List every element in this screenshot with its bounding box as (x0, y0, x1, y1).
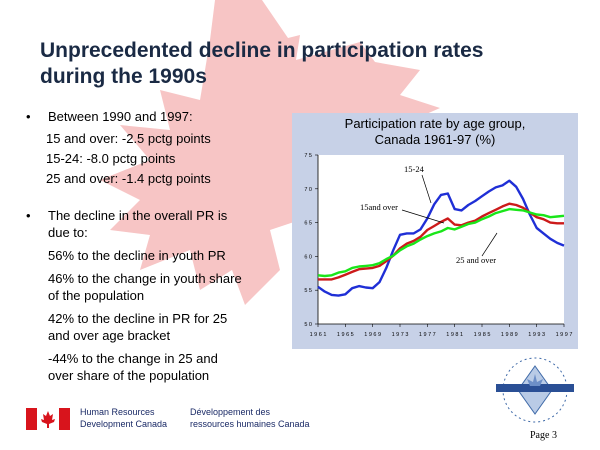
annotation-arrow (401, 209, 445, 224)
annotation-label: 25 and over (456, 255, 496, 265)
y-tick-label: 7 0 (304, 187, 312, 193)
bullet-1-line: 25 and over: -1.4 pctg points (46, 171, 211, 186)
bullet-2-item-cont: over share of the population (48, 368, 210, 383)
bullet-2-item-cont: of the population (48, 288, 145, 303)
bullet-2-heading-line-1: The decline in the overall PR is (48, 208, 228, 223)
x-tick-label: 1 9 6 5 (337, 332, 354, 338)
bullet-2-item: 42% to the decline in PR for 25 (48, 311, 228, 326)
x-tick-label: 1 9 8 5 (474, 332, 491, 338)
dept-en-line-2: Development Canada (80, 419, 168, 429)
emblem-seal-icon (496, 357, 574, 423)
x-tick-label: 1 9 8 9 (501, 332, 518, 338)
y-tick-label: 6 0 (304, 254, 312, 260)
series-line-15-24 (317, 179, 565, 297)
bullet-2-item: -44% to the change in 25 and (48, 351, 218, 366)
y-tick-label: 5 5 (304, 288, 312, 294)
series-line-25-and-over (317, 207, 565, 278)
slide-title: Unprecedented decline in participation r… (40, 38, 580, 90)
x-tick-label: 1 9 6 1 (310, 332, 327, 338)
plot-area (318, 155, 564, 324)
bullet-2-heading-line-2: due to: (48, 225, 88, 240)
bullet-1-heading: • Between 1990 and 1997: (26, 108, 286, 125)
dept-fr-line-1: Développement des (190, 407, 271, 417)
y-tick-label: 6 5 (304, 221, 312, 227)
x-tick-label: 1 9 9 7 (556, 332, 573, 338)
bullet-2-item: 56% to the decline in youth PR (48, 248, 226, 263)
department-name-en: Human Resources Development Canada (80, 406, 167, 430)
bullet-2-item: 46% to the change in youth share (48, 271, 242, 286)
bullet-list: • Between 1990 and 1997: 15 and over: -2… (26, 108, 286, 384)
x-tick-label: 1 9 7 7 (419, 332, 436, 338)
annotation-label: 15-24 (404, 164, 425, 174)
bullet-1-line: 15-24: -8.0 pctg points (46, 151, 176, 166)
x-tick-label: 1 9 9 3 (528, 332, 545, 338)
dept-en-line-1: Human Resources (80, 407, 155, 417)
annotation-arrow (481, 232, 498, 257)
chart-title: Participation rate by age group, Canada … (292, 116, 578, 148)
x-tick-label: 1 9 8 1 (446, 332, 463, 338)
x-tick-label: 1 9 7 3 (392, 332, 409, 338)
bullet-dot-icon: • (26, 208, 31, 223)
bullet-1-heading-text: Between 1990 and 1997: (48, 109, 193, 124)
bullet-2-item-cont: and over age bracket (48, 328, 171, 343)
y-tick-label: 5 0 (304, 322, 312, 328)
page-number: Page 3 (530, 430, 557, 441)
annotation-label: 15and over (360, 202, 398, 212)
participation-chart: 5 0 5 5 6 0 6 5 7 0 7 5 1 9 6 1 1 9 6 5 1 9 6 9 1… (304, 153, 573, 338)
dept-fr-line-2: ressources humaines Canada (190, 419, 310, 429)
bullet-dot-icon: • (26, 109, 31, 124)
title-line-2: during the 1990s (40, 65, 207, 88)
department-name-fr: Développement des ressources humaines Ca… (190, 406, 310, 430)
annotation-arrow (421, 174, 432, 204)
x-tick-label: 1 9 6 9 (364, 332, 381, 338)
canada-flag-icon (26, 408, 70, 430)
bullet-2-heading: • The decline in the overall PR is (26, 207, 286, 224)
chart-title-line-1: Participation rate by age group, (344, 116, 526, 131)
y-tick-label: 7 5 (304, 153, 312, 159)
chart-title-line-2: Canada 1961-97 (%) (374, 132, 496, 147)
bullet-1-line: 15 and over: -2.5 pctg points (46, 131, 211, 146)
title-line-1: Unprecedented decline in participation r… (40, 39, 484, 62)
